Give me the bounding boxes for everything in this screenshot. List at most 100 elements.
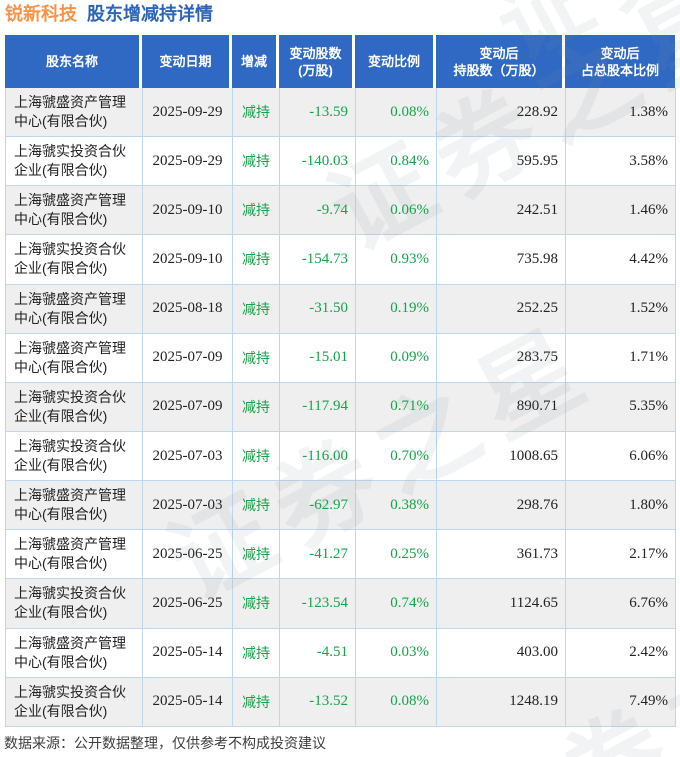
change-direction: 减持 [233,88,280,138]
shares-after-change: 595.95 [437,137,566,187]
change-ratio: 0.84% [356,137,437,187]
shareholder-name: 上海虢实投资合伙企业(有限合伙) [6,137,143,187]
change-direction: 减持 [233,481,280,531]
change-direction: 减持 [233,186,280,236]
change-ratio: 0.03% [356,628,437,678]
change-date: 2025-07-09 [143,333,233,383]
change-date: 2025-09-29 [143,88,233,138]
shares-after-change: 1008.65 [437,431,566,482]
ratio-after-change: 4.42% [566,235,676,285]
change-ratio: 0.08% [356,677,437,727]
shares-after-change: 1124.65 [437,579,566,629]
change-ratio: 0.09% [356,333,437,383]
change-date-header: 变动日期 [142,35,232,88]
change-date: 2025-08-18 [143,284,233,334]
change-date: 2025-07-03 [143,431,233,482]
shareholder-name: 上海虢盛资产管理中心(有限合伙) [6,530,143,580]
change-direction: 减持 [233,677,280,727]
shareholder-name: 上海虢盛资产管理中心(有限合伙) [6,333,143,383]
change-ratio: 0.93% [356,235,437,285]
change-date: 2025-07-03 [143,481,233,531]
change-shares: -140.03 [280,137,356,187]
change-direction: 减持 [233,235,280,285]
shareholder-name: 上海虢盛资产管理中心(有限合伙) [6,284,143,334]
shareholder-change-table: 股东名称 变动日期 增减 变动股数 (万股) 变动比例 变动后 持股数（万股） 变动后 占总… [5,35,676,727]
shareholder-name: 上海虢实投资合伙企业(有限合伙) [6,431,143,482]
change-shares: -9.74 [280,186,356,236]
table-header-row: 股东名称 变动日期 增减 变动股数 (万股) 变动比例 变动后 持股数（万股） 变动后 占总… [5,35,675,88]
change-shares: -116.00 [280,431,356,482]
change-direction: 减持 [233,431,280,482]
change-ratio: 0.25% [356,530,437,580]
change-ratio: 0.06% [356,186,437,236]
change-shares: -31.50 [280,284,356,334]
change-shares: -62.97 [280,481,356,531]
change-shares: -154.73 [280,235,356,285]
shares-after-change: 242.51 [437,186,566,236]
change-date: 2025-09-10 [143,186,233,236]
change-ratio: 0.70% [356,431,437,482]
change-shares: -13.52 [280,677,356,727]
shares-after-change: 1248.19 [437,677,566,727]
shareholder-name: 上海虢实投资合伙企业(有限合伙) [6,235,143,285]
change-shares: -15.01 [280,333,356,383]
shares-after-change: 283.75 [437,333,566,383]
change-shares: -41.27 [280,530,356,580]
change-date: 2025-09-10 [143,235,233,285]
ratio-after-change: 6.76% [566,579,676,629]
data-source-note: 数据来源：公开数据整理，仅供参考不构成投资建议 [4,735,326,751]
change-shares: -117.94 [280,382,356,432]
change-direction: 减持 [233,530,280,580]
change-date: 2025-06-25 [143,530,233,580]
change-direction: 减持 [233,579,280,629]
shares-after-change: 228.92 [437,88,566,138]
change-shares: -4.51 [280,628,356,678]
shareholder-name: 上海虢实投资合伙企业(有限合伙) [6,677,143,727]
title-text: 股东增减持详情 [87,4,213,24]
change-date: 2025-05-14 [143,677,233,727]
change-direction: 减持 [233,333,280,383]
ratio-after-change: 1.80% [566,481,676,531]
change-ratio-header: 变动比例 [355,35,436,88]
shares-after-change-header: 变动后 持股数（万股） [436,35,565,88]
change-ratio: 0.38% [356,481,437,531]
ratio-after-change: 6.06% [566,431,676,482]
shareholder-name: 上海虢实投资合伙企业(有限合伙) [6,579,143,629]
change-shares-header: 变动股数 (万股) [279,35,355,88]
change-ratio: 0.08% [356,88,437,138]
change-ratio: 0.71% [356,382,437,432]
ratio-after-change: 2.42% [566,628,676,678]
stock-name: 锐新科技 [5,4,77,24]
shares-after-change: 252.25 [437,284,566,334]
change-shares: -123.54 [280,579,356,629]
change-date: 2025-07-09 [143,382,233,432]
shareholder-name: 上海虢盛资产管理中心(有限合伙) [6,481,143,531]
change-ratio: 0.19% [356,284,437,334]
shareholder-name: 上海虢实投资合伙企业(有限合伙) [6,382,143,432]
ratio-after-change: 2.17% [566,530,676,580]
ratio-after-change: 7.49% [566,677,676,727]
change-ratio: 0.74% [356,579,437,629]
shares-after-change: 403.00 [437,628,566,678]
ratio-after-change: 5.35% [566,382,676,432]
ratio-after-change: 3.58% [566,137,676,187]
ratio-after-change: 1.46% [566,186,676,236]
ratio-after-change: 1.38% [566,88,676,138]
change-shares: -13.59 [280,88,356,138]
shares-after-change: 361.73 [437,530,566,580]
table-body: 上海虢盛资产管理中心(有限合伙) 2025-09-29 减持 -13.59 0.08% 2… [5,88,676,727]
change-direction: 减持 [233,137,280,187]
shares-after-change: 735.98 [437,235,566,285]
shareholder-name: 上海虢盛资产管理中心(有限合伙) [6,186,143,236]
change-direction: 减持 [233,382,280,432]
shareholder-name-header: 股东名称 [5,35,142,88]
change-date: 2025-06-25 [143,579,233,629]
shares-after-change: 298.76 [437,481,566,531]
change-direction-header: 增减 [232,35,279,88]
change-date: 2025-09-29 [143,137,233,187]
shares-after-change: 890.71 [437,382,566,432]
change-date: 2025-05-14 [143,628,233,678]
shareholder-name: 上海虢盛资产管理中心(有限合伙) [6,628,143,678]
shareholder-name: 上海虢盛资产管理中心(有限合伙) [6,88,143,138]
